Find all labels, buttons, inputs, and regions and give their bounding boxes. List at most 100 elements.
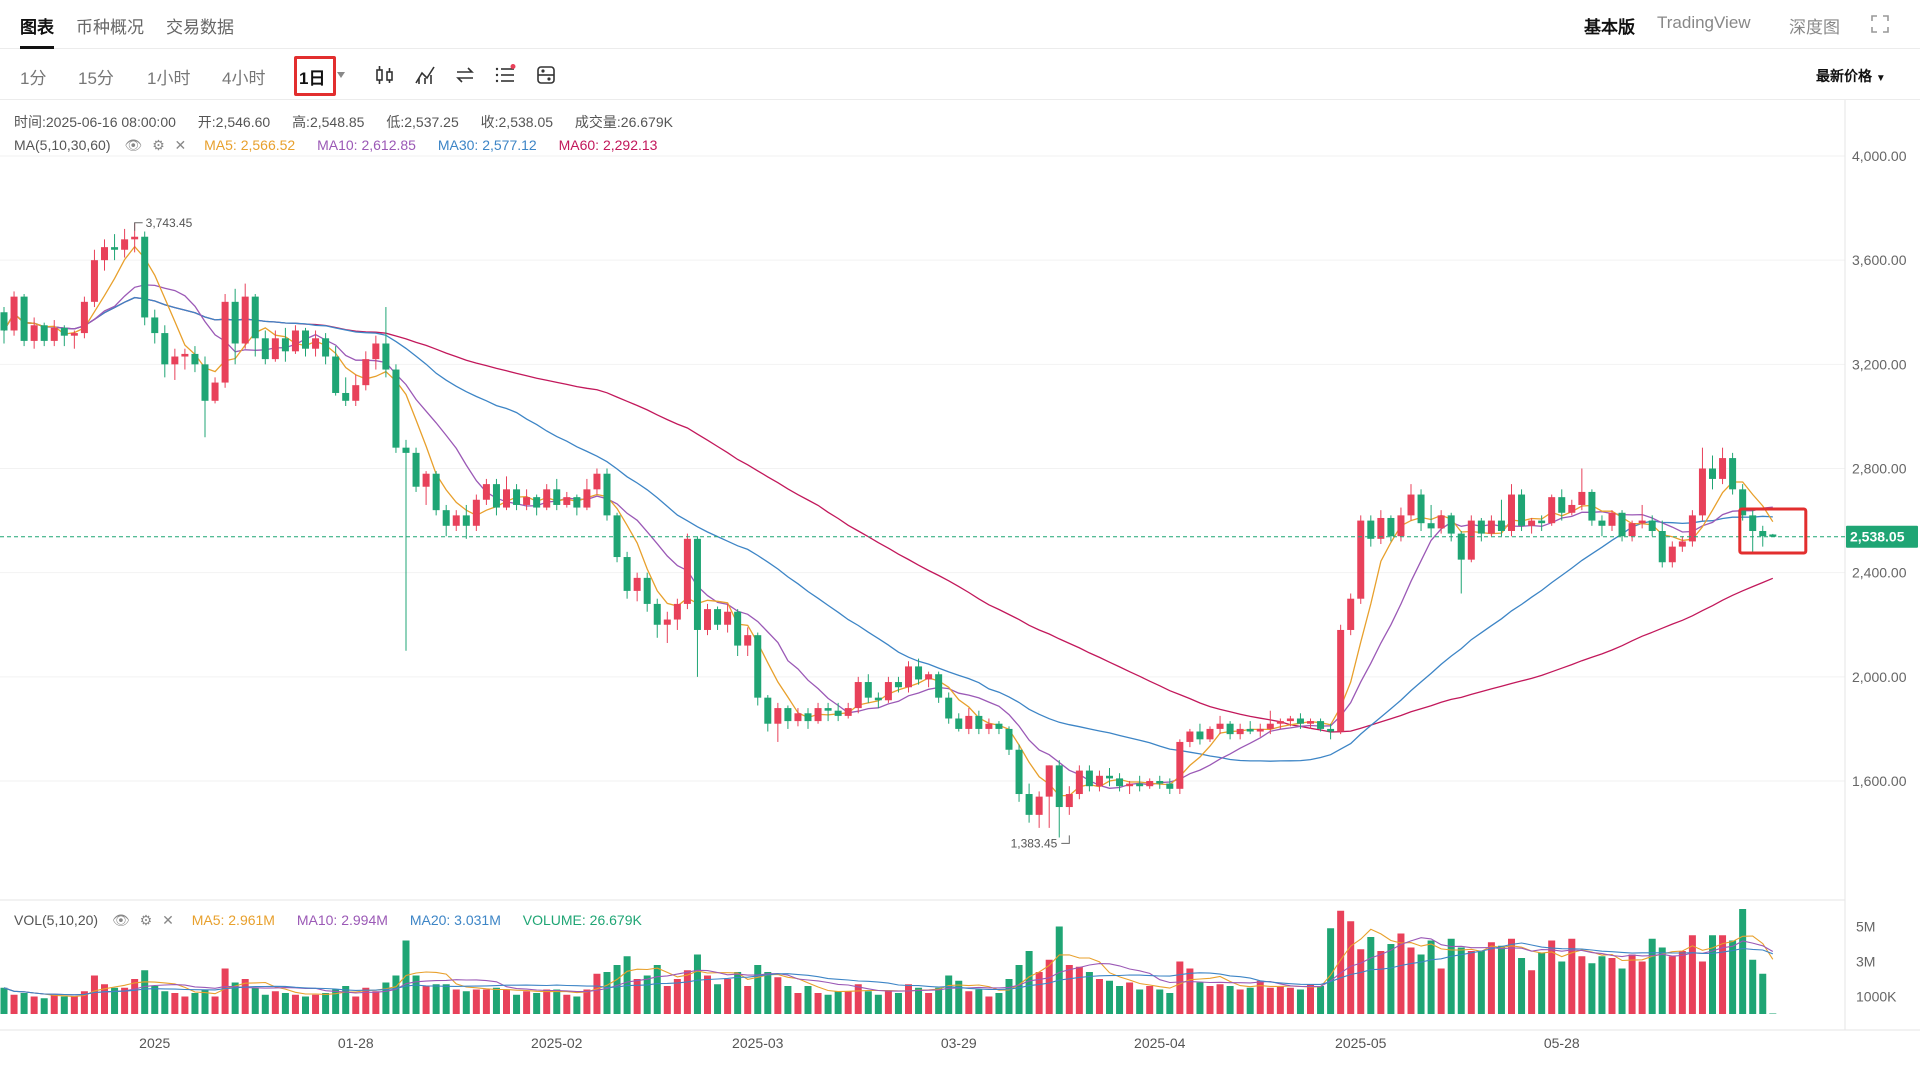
volume-bar: [754, 965, 762, 1014]
timeframe-dropdown-icon[interactable]: [337, 72, 345, 78]
volume-bar: [1146, 986, 1154, 1014]
candle-body: [764, 697, 772, 724]
candle-body: [141, 236, 149, 318]
candle-body: [1678, 541, 1686, 547]
candle-body: [1668, 546, 1676, 563]
tab-depth[interactable]: 深度图: [1789, 18, 1840, 37]
fullscreen-icon[interactable]: [1870, 14, 1890, 34]
list-settings-icon[interactable]: [494, 64, 516, 86]
volume-bar: [402, 940, 410, 1014]
candle-body: [1538, 520, 1546, 524]
timeframe-1h[interactable]: 1小时: [147, 69, 191, 88]
volume-bar: [814, 993, 822, 1014]
candle-body: [1618, 512, 1626, 537]
volume-bar: [161, 991, 169, 1014]
candle-body: [1437, 515, 1445, 529]
vol-settings-icon[interactable]: ⚙: [139, 912, 153, 928]
volume-bar: [854, 984, 862, 1014]
volume-bar: [1528, 970, 1536, 1014]
candle-body: [1045, 765, 1053, 797]
volume-bar: [1698, 961, 1706, 1014]
volume-bar: [1447, 938, 1455, 1014]
volume-bar: [884, 991, 892, 1014]
tab-tradingview[interactable]: TradingView: [1657, 13, 1751, 32]
vol-eye-icon[interactable]: 👁: [111, 912, 130, 928]
candle-body: [40, 325, 48, 341]
candle-body: [804, 713, 812, 722]
volume-bar: [1618, 968, 1626, 1014]
candle-body: [784, 708, 792, 722]
volume-bar: [603, 972, 611, 1014]
volume-bar: [462, 991, 470, 1014]
volume-bar: [704, 975, 711, 1014]
volume-bar: [80, 991, 88, 1014]
candle-body: [492, 484, 500, 508]
candle-body: [1427, 523, 1435, 529]
swap-icon[interactable]: [454, 64, 476, 86]
candle-body: [1296, 718, 1304, 724]
volume-bar: [1648, 938, 1656, 1014]
volume-bar: [1548, 940, 1556, 1014]
y-axis-label: 4,000.00: [1852, 148, 1907, 164]
candle-body: [1256, 728, 1264, 732]
settings-icon[interactable]: ⚙: [152, 137, 165, 153]
volume-bar: [784, 986, 792, 1014]
candle-body: [894, 682, 902, 688]
candle-body: [794, 713, 802, 722]
price-type-select[interactable]: 最新价格 ▼: [1816, 66, 1886, 86]
tab-trading-data[interactable]: 交易数据: [166, 18, 234, 37]
candle-body: [1005, 728, 1013, 750]
candle-body: [1568, 504, 1576, 513]
timeframe-1m[interactable]: 1分: [20, 69, 47, 88]
candle-body: [1116, 778, 1124, 787]
volume-bar: [412, 975, 420, 1014]
candle-body: [482, 484, 490, 500]
vol-close-icon[interactable]: ✕: [162, 912, 174, 928]
candle-body: [1075, 770, 1083, 795]
tab-chart[interactable]: 图表: [20, 13, 54, 49]
candle-body: [1126, 783, 1134, 787]
open-value: 2,546.60: [215, 114, 271, 130]
volume-bar: [663, 986, 671, 1014]
volume-bar: [583, 989, 591, 1014]
close-icon[interactable]: ✕: [174, 137, 187, 153]
tab-basic[interactable]: 基本版: [1584, 18, 1635, 37]
eye-icon[interactable]: 👁: [124, 137, 143, 153]
timeframe-15m[interactable]: 15分: [78, 69, 114, 88]
vol-volume-value: VOLUME: 26.679K: [522, 912, 642, 928]
volume-ma-path: [3, 928, 1774, 998]
volume-bar: [121, 987, 129, 1014]
overlay: 2,538.05 3,743.45 1,383.45: [0, 216, 1918, 850]
tab-coin-overview[interactable]: 币种概况: [76, 18, 144, 37]
volume-bar: [764, 972, 772, 1014]
candle-body: [241, 296, 249, 344]
indicator-icon[interactable]: [414, 64, 436, 86]
candle-body: [1246, 728, 1254, 732]
volume-bar: [1005, 979, 1013, 1014]
timeframe-4h[interactable]: 4小时: [222, 69, 266, 88]
timeframe-1d[interactable]: 1日: [299, 69, 326, 88]
volume-bar: [241, 979, 249, 1014]
candle-body: [1085, 770, 1093, 787]
candle-body: [131, 236, 139, 240]
candle-body: [1447, 515, 1455, 534]
candle-body: [342, 392, 350, 401]
candle-body: [10, 296, 18, 331]
volume-bar: [995, 993, 1003, 1014]
candle-body: [1407, 494, 1415, 516]
volume-bar: [1226, 986, 1234, 1014]
candle-type-icon[interactable]: [374, 64, 396, 86]
price-type-label: 最新价格: [1816, 68, 1872, 84]
volume-bar: [0, 987, 8, 1014]
chart-toolbar: [0, 50, 1920, 100]
candle-body: [362, 359, 370, 386]
volume-bar: [1749, 959, 1757, 1014]
candle-body: [412, 452, 420, 487]
candle-body: [1628, 523, 1636, 537]
chart-settings-icon[interactable]: [535, 64, 557, 86]
volume-bar: [1678, 951, 1686, 1014]
volume-bar: [1568, 938, 1576, 1014]
volume-bar: [181, 996, 189, 1014]
ma5-path: [3, 245, 1774, 797]
volume-bar: [111, 987, 119, 1014]
